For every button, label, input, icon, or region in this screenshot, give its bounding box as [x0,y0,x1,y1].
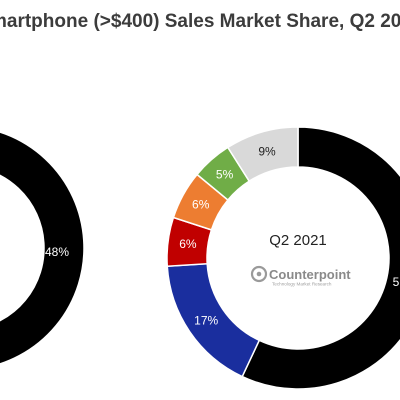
slice-label: 5% [216,168,234,182]
counterpoint-logo-dot [256,271,262,277]
slice-label: 9% [258,144,276,158]
slice-label: 6% [179,237,197,251]
donut-slice [241,126,400,390]
donut-chart-right: 5 17% 6% 6% 5% 9% [166,126,400,390]
slice-label: 5 [393,275,400,289]
donut-slice [0,131,85,365]
counterpoint-logo-icon [250,265,268,283]
slice-label: 48% [45,245,69,259]
brand-tagline: Technology Market Research [272,282,332,287]
donut-chart-left: 48% [0,131,85,365]
donut-slice [226,126,299,183]
slice-label: 17% [194,313,218,327]
slice-label: 6% [192,198,210,212]
counterpoint-logo: Counterpoint Technology Market Research [250,265,351,287]
chart-title: martphone (>$400) Sales Market Share, Q2… [0,11,400,32]
brand-name: Counterpoint [269,267,351,282]
donut-center-label: Q2 2021 [269,232,327,249]
